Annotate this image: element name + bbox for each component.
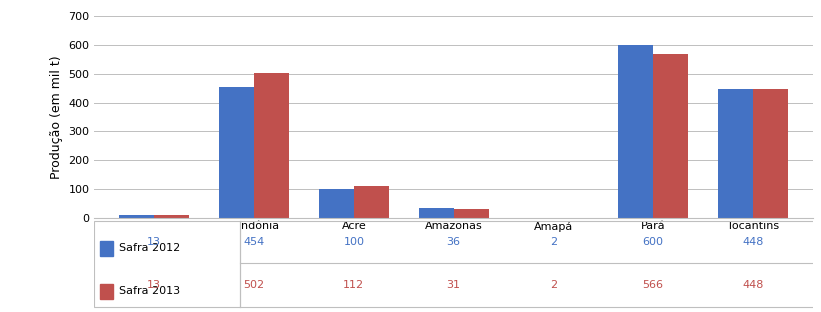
FancyBboxPatch shape [94,221,241,307]
Y-axis label: Produção (em mil t): Produção (em mil t) [50,55,63,179]
Text: 36: 36 [447,237,461,247]
Bar [618,45,654,218]
Bar [154,215,189,218]
Text: 13: 13 [147,237,161,247]
Text: 502: 502 [244,280,264,290]
Text: Safra 2013: Safra 2013 [119,286,180,296]
Bar [319,189,354,218]
Text: 600: 600 [643,237,663,247]
Text: 454: 454 [244,237,264,247]
Text: 112: 112 [343,280,365,290]
Text: 100: 100 [343,237,365,247]
Bar [753,89,788,218]
Bar [453,209,488,218]
Bar [354,186,389,218]
Text: 31: 31 [447,280,461,290]
Bar [718,89,753,218]
Text: 2: 2 [550,237,557,247]
Bar [419,208,454,218]
Text: 448: 448 [742,280,764,290]
Bar [254,73,289,218]
Text: 13: 13 [147,280,161,290]
Bar [654,54,688,218]
Text: 448: 448 [742,237,764,247]
Bar [100,241,113,256]
Bar [119,215,154,218]
Bar [219,87,254,218]
Text: 566: 566 [643,280,663,290]
Text: Safra 2012: Safra 2012 [119,243,180,253]
Bar [100,284,113,299]
Text: 2: 2 [550,280,557,290]
